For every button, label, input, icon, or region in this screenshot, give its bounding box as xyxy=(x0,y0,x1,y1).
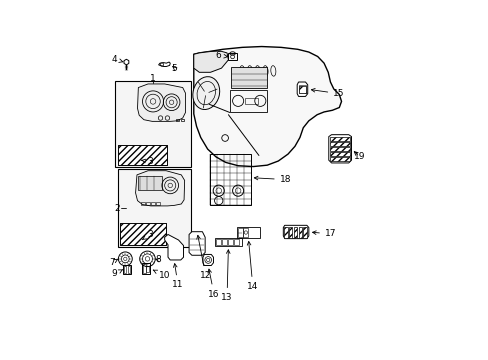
Polygon shape xyxy=(135,171,184,206)
Bar xyxy=(234,239,239,245)
Bar xyxy=(151,202,154,204)
Bar xyxy=(214,238,242,246)
Polygon shape xyxy=(124,59,128,65)
Bar xyxy=(228,239,233,245)
Bar xyxy=(222,239,226,245)
Text: 10: 10 xyxy=(153,270,170,280)
Bar xyxy=(124,266,126,273)
Text: 1: 1 xyxy=(150,74,156,83)
Polygon shape xyxy=(297,82,307,96)
Text: 12: 12 xyxy=(196,235,211,280)
Polygon shape xyxy=(158,62,170,67)
Polygon shape xyxy=(193,46,341,167)
Bar xyxy=(236,227,260,238)
Bar xyxy=(293,227,297,238)
Polygon shape xyxy=(164,234,183,260)
Text: 13: 13 xyxy=(221,250,232,302)
Bar xyxy=(244,98,257,104)
Bar xyxy=(231,67,267,87)
Text: 9: 9 xyxy=(112,269,122,278)
Bar xyxy=(298,86,305,93)
Bar xyxy=(127,266,129,273)
Bar xyxy=(298,227,301,238)
Text: 17: 17 xyxy=(312,229,336,238)
Bar xyxy=(229,90,267,112)
Bar xyxy=(329,137,349,141)
Bar xyxy=(115,81,190,167)
Text: 4: 4 xyxy=(112,55,123,64)
Text: 6: 6 xyxy=(215,51,227,60)
Polygon shape xyxy=(328,135,351,163)
Bar xyxy=(156,202,160,204)
Bar xyxy=(181,118,183,121)
Bar xyxy=(243,228,248,237)
Bar xyxy=(329,142,349,146)
Polygon shape xyxy=(283,225,308,239)
Text: 5: 5 xyxy=(171,64,177,73)
Bar xyxy=(146,266,149,271)
Bar xyxy=(329,157,349,161)
Text: 14: 14 xyxy=(246,242,258,291)
Bar xyxy=(303,227,306,238)
Text: 2: 2 xyxy=(114,204,120,213)
Polygon shape xyxy=(203,255,213,266)
Text: 15: 15 xyxy=(311,89,344,98)
Polygon shape xyxy=(193,51,228,72)
Bar xyxy=(329,147,349,151)
Bar xyxy=(228,53,236,60)
Bar xyxy=(146,202,149,204)
Polygon shape xyxy=(137,84,185,121)
Polygon shape xyxy=(189,232,205,255)
Bar xyxy=(329,152,349,156)
Bar xyxy=(120,223,166,245)
Bar xyxy=(118,169,190,247)
Text: 18: 18 xyxy=(254,175,291,184)
Bar xyxy=(216,239,221,245)
Bar xyxy=(298,85,305,93)
Text: 19: 19 xyxy=(353,152,365,161)
Text: 3: 3 xyxy=(142,157,153,166)
Bar xyxy=(210,154,250,205)
Text: 11: 11 xyxy=(172,264,183,289)
Ellipse shape xyxy=(192,77,219,109)
Bar xyxy=(143,264,145,273)
Bar xyxy=(141,202,144,204)
Bar xyxy=(288,227,292,238)
Bar xyxy=(117,145,166,165)
Text: 16: 16 xyxy=(207,269,219,298)
Text: 7: 7 xyxy=(109,258,118,267)
Text: 8: 8 xyxy=(156,256,161,265)
Text: 3: 3 xyxy=(142,230,153,240)
Bar xyxy=(123,265,131,274)
Bar xyxy=(284,227,287,238)
Bar xyxy=(142,263,150,274)
Bar xyxy=(237,228,242,237)
Bar xyxy=(138,176,162,190)
Bar xyxy=(175,118,179,121)
